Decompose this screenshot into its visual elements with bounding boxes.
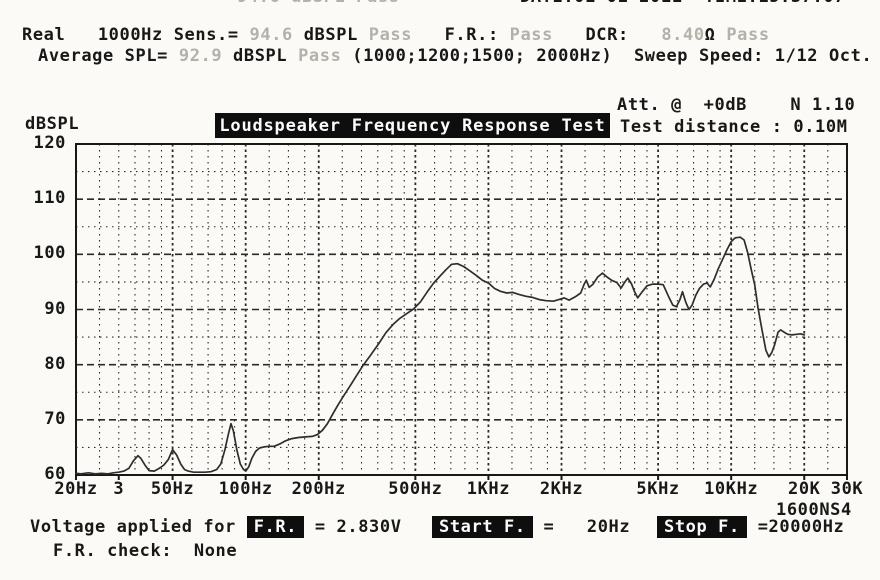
start-f-key-badge: Start F. [432, 516, 533, 538]
voltage-applied-line: Voltage applied for F.R. = 2.830V [30, 516, 402, 538]
fr-check-value: None [193, 541, 238, 561]
text-segment [747, 95, 790, 115]
fr-check-line: F.R. check: None [53, 541, 237, 561]
attenuation-value: Att. @ +0dB [617, 95, 748, 115]
model-number: 1600NS4 [776, 500, 852, 520]
x-tick-label-200Hz: 200Hz [291, 479, 346, 499]
voltage-label: Voltage applied for [30, 517, 247, 537]
sweep-speed-label: (1000;1200;1500; 2000Hz) Sweep Speed: 1/… [341, 46, 873, 66]
sensitivity-readout-line: Real 1000Hz Sens.= 94.6 dBSPL Pass F.R.:… [22, 25, 770, 45]
y-tick-label-80: 80 [44, 353, 66, 374]
stop-f-value: =20000Hz [746, 517, 845, 537]
average-spl-line: Average SPL= 92.9 dBSPL Pass (1000;1200;… [38, 46, 872, 66]
dcr-label: DCR: [552, 25, 662, 45]
fr-check-label: F.R. check: [53, 541, 194, 561]
sens-pass-flag: Pass [368, 25, 413, 45]
x-tick-label-10KHz: 10KHz [704, 479, 759, 499]
y-tick-label-100: 100 [33, 243, 66, 264]
x-tick-label-20K: 20K [787, 479, 821, 499]
x-tick-label-30K: 30K [830, 479, 864, 499]
plot-frame [75, 143, 848, 476]
stop-frequency-readout: Stop F. =20000Hz [657, 516, 845, 538]
x-tick-label-500Hz: 500Hz [388, 479, 443, 499]
y-tick-label-60: 60 [44, 464, 66, 484]
text-segment: dBSPL [292, 25, 369, 45]
x-tick-label-3: 3 [113, 479, 125, 499]
start-f-value: = 20Hz [532, 517, 631, 537]
x-tick-label-5KHz: 5KHz [636, 479, 680, 499]
dcr-pass-flag: Pass [726, 25, 770, 45]
dcr-value: 8.40 [661, 25, 705, 45]
fr-label: F.R.: [412, 25, 510, 45]
stop-f-key-badge: Stop F. [657, 516, 747, 538]
x-tick-label-1KHz: 1KHz [466, 479, 511, 499]
y-tick-label-110: 110 [33, 188, 66, 209]
y-axis-title: dBSPL [25, 114, 80, 134]
test-distance-label: Test distance : 0.10M [620, 117, 848, 137]
attenuation-readout: Att. @ +0dB N 1.10 [617, 95, 855, 115]
avg-spl-pass-flag: Pass [298, 46, 342, 66]
frequency-response-plot [75, 143, 848, 480]
x-tick-label-50Hz: 50Hz [150, 479, 195, 499]
y-tick-label-120: 120 [33, 133, 66, 153]
response-curve [75, 236, 806, 475]
sens-label: Real 1000Hz Sens.= [22, 25, 250, 45]
text-segment: dBSPL [222, 46, 299, 66]
start-frequency-readout: Start F. = 20Hz [432, 516, 631, 538]
sens-value: 94.6 [249, 25, 293, 45]
x-tick-label-20Hz: 20Hz [54, 479, 98, 499]
avg-spl-value: 92.9 [178, 46, 223, 66]
chart-title-bar: Loudspeaker Frequency Response Test [215, 113, 610, 138]
grid-major-lines [76, 144, 847, 475]
ohm-unit: Ω [704, 25, 727, 45]
voltage-value: = 2.830V [304, 517, 402, 537]
fr-pass-flag: Pass [509, 25, 553, 45]
x-tick-label-100Hz: 100Hz [218, 479, 273, 499]
fr-key-badge: F.R. [246, 516, 305, 538]
n-value: N 1.10 [790, 95, 856, 115]
chart-title: Loudspeaker Frequency Response Test [219, 115, 606, 136]
avg-spl-label: Average SPL= [38, 46, 179, 66]
y-tick-label-90: 90 [44, 298, 66, 319]
clipped-overprint-text: 94.6 dBSPL Pass [237, 0, 400, 7]
y-tick-label-70: 70 [44, 408, 66, 429]
x-tick-label-2KHz: 2KHz [539, 479, 584, 499]
